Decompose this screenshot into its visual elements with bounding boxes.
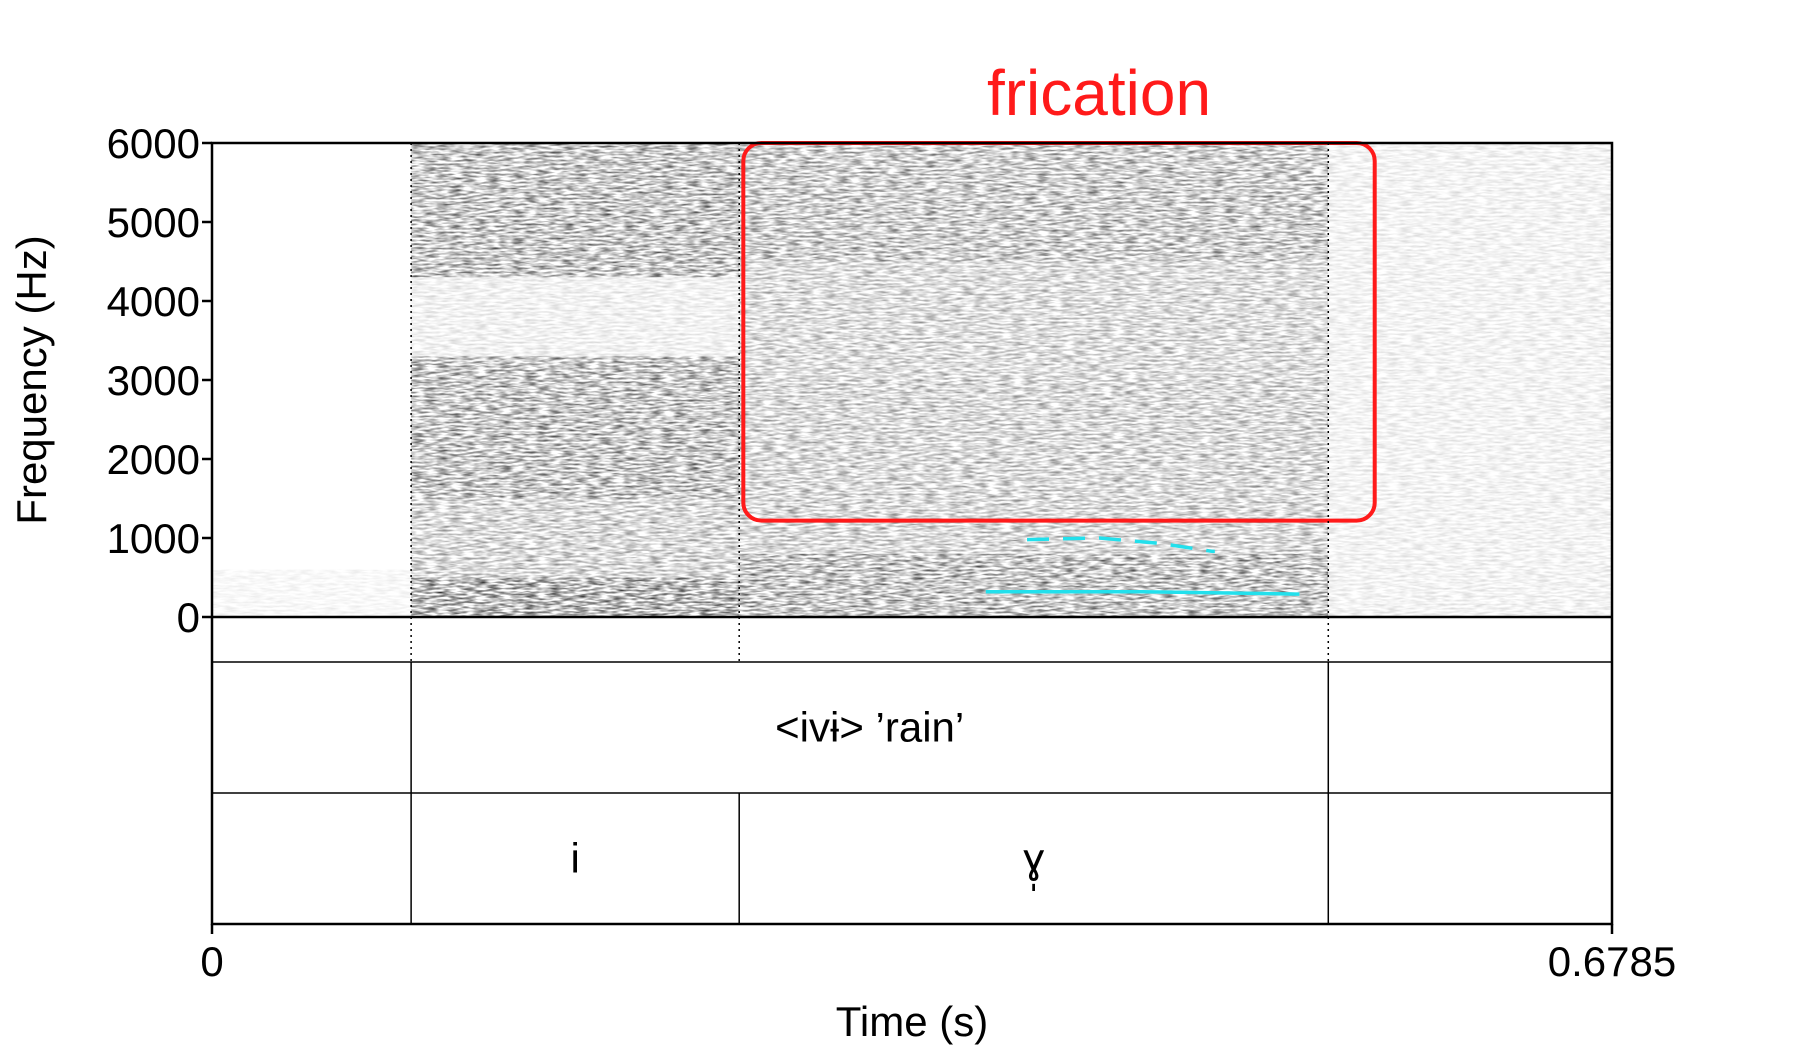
y-tick-label: 5000 [107, 199, 200, 246]
interval-label: <ivɨ> ’rain’ [775, 704, 964, 751]
y-tick-label: 3000 [107, 357, 200, 404]
plot-border [210, 141, 1614, 926]
y-tick-label: 0 [177, 594, 200, 641]
x-tick-label: 0.6785 [1548, 938, 1676, 985]
spectrogram-image [212, 143, 1612, 617]
spectrogram-band [411, 577, 740, 617]
spectrogram-energy [212, 143, 1612, 617]
spectrogram-band [739, 261, 1329, 380]
interval-label: i [570, 835, 579, 882]
spectrogram-band [739, 553, 1329, 617]
y-tick-label: 2000 [107, 436, 200, 483]
formant-track [1026, 536, 1215, 554]
annotation-layer: frication [741, 57, 1377, 596]
axes: 0 1000 2000 3000 4000 5000 6000 0 0.6785 Frequenc… [8, 120, 1676, 1045]
x-axis-label: Time (s) [836, 998, 988, 1045]
y-tick-label: 1000 [107, 515, 200, 562]
y-tick-label: 6000 [107, 120, 200, 167]
textgrid-tiers: <ivɨ> ’rain’ i ɣ̩ [212, 143, 1612, 924]
y-axis-label: Frequency (Hz) [8, 235, 55, 524]
frication-label: frication [987, 57, 1211, 129]
plot-frame [210, 141, 1614, 926]
spectrogram-band [739, 380, 1329, 554]
spectrogram-band [1328, 143, 1612, 617]
spectrogram-band [411, 356, 740, 499]
x-tick-label: 0 [200, 938, 223, 985]
spectrogram-band [411, 143, 740, 278]
spectrogram-band [739, 143, 1329, 262]
formant-track [985, 589, 1300, 596]
spectrogram-band [411, 277, 740, 357]
y-tick-label: 4000 [107, 278, 200, 325]
spectrogram-band [212, 569, 412, 617]
spectrogram-band [411, 498, 740, 578]
interval-label: ɣ̩ [1023, 835, 1044, 892]
